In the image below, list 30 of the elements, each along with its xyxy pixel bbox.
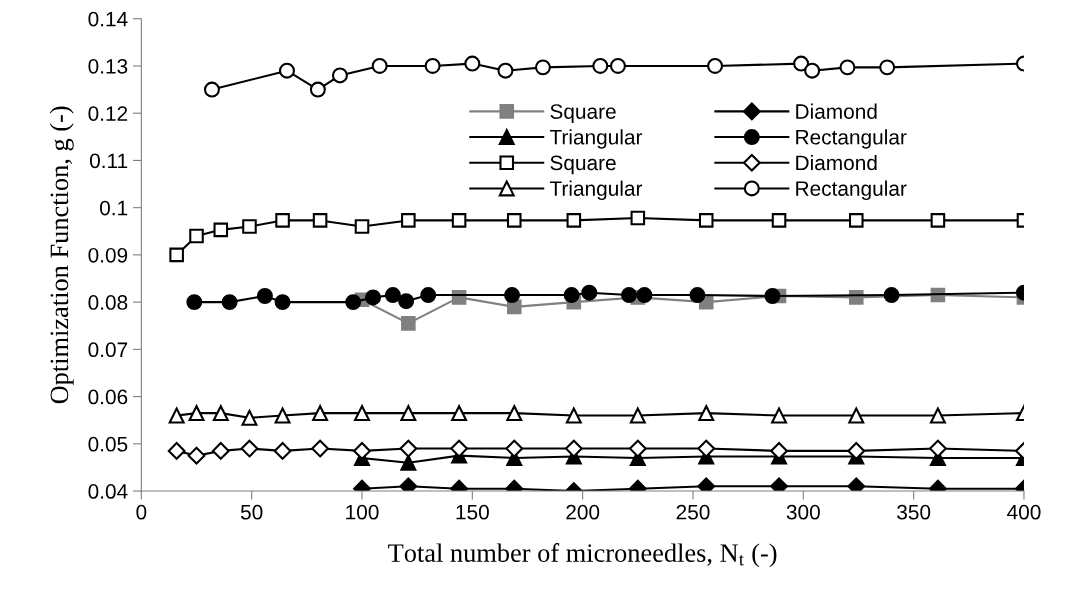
x-tick-label: 300 (786, 504, 820, 520)
y-tick-label: 0.13 (88, 58, 128, 74)
x-tick-label: 50 (240, 504, 263, 520)
y-tick-label: 0.11 (89, 153, 128, 169)
legend-label: Triangular (549, 180, 643, 201)
legend-label: Triangular (549, 129, 643, 149)
x-tick-label: 200 (566, 504, 600, 520)
y-tick-label: 0.14 (88, 11, 128, 27)
x-tick-label: 400 (1007, 504, 1041, 520)
legend-label: Square (550, 155, 616, 175)
y-tick-label: 0.07 (88, 342, 128, 358)
y-tick-label: 0.08 (88, 295, 128, 310)
legend-label: Diamond (796, 154, 877, 171)
x-tick-label: 150 (456, 504, 489, 520)
y-tick-label: 0.06 (88, 389, 128, 405)
y-tick-label: 0.1 (100, 200, 128, 216)
y-axis-title: Optimization Function, g (-) (49, 106, 74, 404)
legend-label: Rectangular (796, 180, 907, 201)
x-tick-label: 0 (136, 504, 147, 520)
y-tick-label: 0.12 (88, 106, 128, 121)
legend-label: Diamond (796, 103, 877, 119)
legend-label: Square (550, 104, 616, 124)
x-tick-label: 350 (897, 504, 931, 520)
x-tick-label: 250 (676, 504, 710, 520)
x-tick-label: 100 (346, 504, 379, 520)
x-axis-title: Total number of microneedles, N$_{t}$ (-) (388, 543, 777, 568)
y-tick-label: 0.05 (88, 436, 128, 452)
y-tick-label: 0.04 (88, 484, 128, 499)
legend-label: Rectangular (796, 129, 907, 149)
y-tick-label: 0.09 (88, 247, 128, 263)
